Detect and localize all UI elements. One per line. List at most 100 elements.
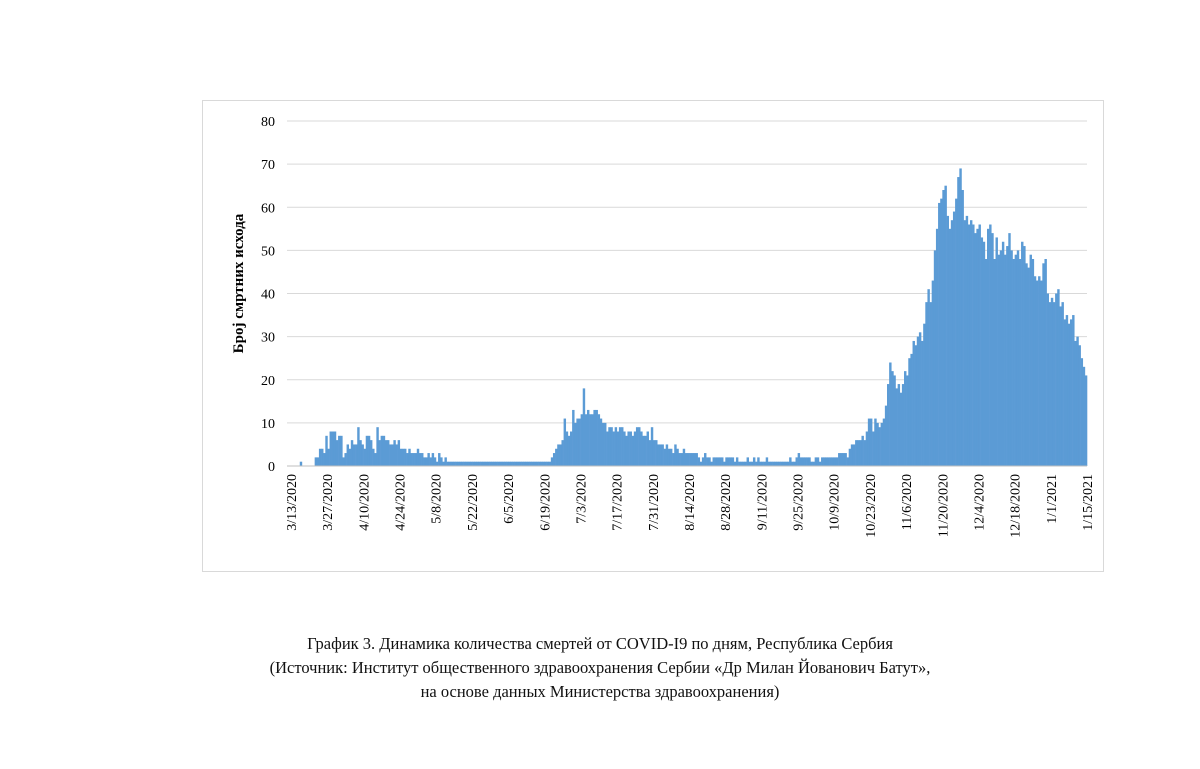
bar [378,440,381,467]
bar [629,431,632,466]
bar [827,457,830,467]
bar [348,448,352,466]
bar [516,461,520,466]
bar [465,461,469,466]
bar [1072,315,1075,466]
bar [1084,375,1088,466]
x-tick-label: 7/3/2020 [575,474,590,524]
bar [810,461,813,466]
bar [435,461,439,466]
bar [969,220,973,466]
bar [906,375,909,466]
bar [684,453,688,466]
bar [982,241,986,466]
bar [748,461,752,466]
bar [557,444,560,466]
bar [521,461,524,466]
bar [948,228,952,466]
bar [1031,259,1035,466]
caption-line-3: на основе данных Министерства здравоохра… [420,682,780,701]
x-tick-label: 11/20/2020 [936,474,951,537]
bar [584,414,588,466]
bar [365,435,369,466]
gridlines [287,120,1087,424]
bar [912,340,915,466]
bar [680,453,684,466]
x-tick-label: 7/31/2020 [647,474,662,531]
bar [1063,319,1067,467]
bar [799,457,803,467]
bar [782,461,786,466]
bar [699,461,703,466]
bar [959,168,962,466]
bar [704,453,707,466]
bar [506,461,509,466]
bar [963,220,967,466]
bar [597,414,601,466]
bar [346,444,349,466]
bar [965,215,969,467]
bar [538,461,541,466]
bar [893,375,896,466]
bar [457,461,460,466]
bar [869,418,873,466]
bar [387,440,390,467]
bar [448,461,452,466]
bar [1025,263,1028,466]
bar [725,457,728,467]
bar [495,461,498,466]
bar [667,448,671,466]
bar [369,440,373,467]
bar [442,461,445,466]
bar [623,431,626,466]
bar [774,461,777,466]
bar [357,427,360,466]
bar [804,457,807,467]
bar [467,461,471,466]
bar [361,444,364,466]
bar [901,384,905,466]
bar [376,427,379,466]
bar [412,453,415,466]
bar [333,431,337,466]
bar [701,457,705,467]
bar [1069,319,1073,467]
bar [1082,366,1086,466]
bar [784,461,788,466]
chart-frame: 0 10 20 30 40 50 60 70 80 3/13/2020 3/27/2020 4/10… [202,100,1104,572]
x-tick-label: 5/22/2020 [466,474,481,531]
bar [778,461,781,466]
x-tick-label: 10/9/2020 [828,474,843,531]
bar [338,435,341,466]
bar [989,224,992,466]
bar [604,422,607,467]
bar [899,392,903,466]
bar [501,461,505,466]
bar [908,358,911,466]
bar [459,461,462,466]
bar [821,457,824,467]
bar [733,461,737,466]
death-count-bar-chart: 0 10 20 30 40 50 60 70 80 3/13/2020 3/27/2020 4/10… [231,115,1096,538]
y-tick-label: 0 [268,460,275,475]
bar [414,453,418,466]
bar [1014,254,1018,466]
bar [1029,254,1032,466]
bar [861,435,864,466]
bar [1027,267,1030,466]
bar [1050,297,1054,466]
bar [325,435,328,466]
bar [663,448,667,466]
bar [529,461,532,466]
bar [497,461,501,466]
bar [833,457,837,467]
bar [1035,280,1039,466]
bar [1048,302,1052,467]
bar [844,453,847,466]
y-tick-label: 10 [261,417,275,432]
bar [1059,306,1062,466]
bar [321,448,324,466]
bar [397,440,401,467]
bar [1016,250,1020,467]
y-axis-label: Број смртних исхода [231,213,247,353]
